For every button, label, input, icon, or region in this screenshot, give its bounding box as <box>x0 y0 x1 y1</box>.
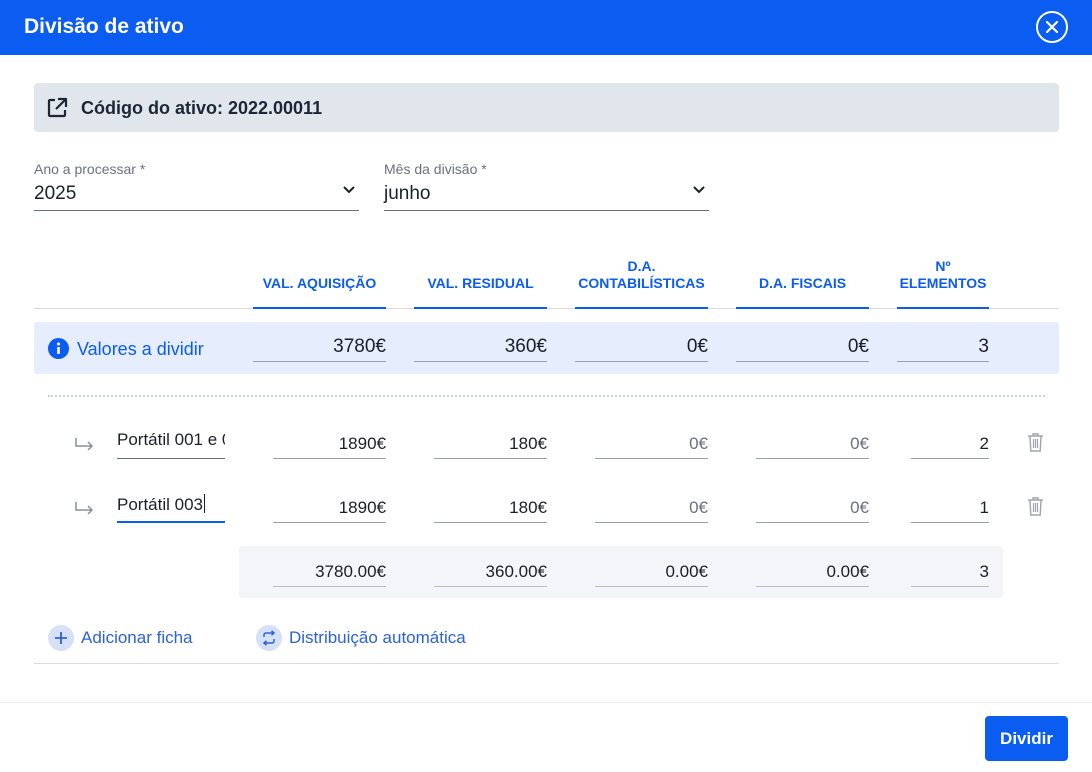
month-select[interactable]: Mês da divisão * junho <box>384 161 709 211</box>
item-accounting-depreciation-input[interactable]: 0€ <box>595 431 708 459</box>
item-accounting-depreciation-input[interactable]: 0€ <box>595 495 708 523</box>
total-residual: 360.00€ <box>434 559 547 587</box>
total-accounting-depreciation: 0.00€ <box>595 559 708 587</box>
item-elements-input[interactable]: 1 <box>911 495 989 523</box>
division-table-header: VAL. AQUISIÇÃO VAL. RESIDUAL D.A. CONTAB… <box>34 247 1059 309</box>
item-name-input[interactable]: Portátil 001 e 0 <box>117 427 225 459</box>
month-select-label: Mês da divisão * <box>384 161 487 177</box>
info-icon <box>48 338 69 359</box>
close-button[interactable] <box>1036 11 1068 43</box>
summary-accounting-depreciation: 0€ <box>575 334 708 362</box>
summary-acquisition-value: 3780€ <box>253 334 386 362</box>
item-fiscal-depreciation-input[interactable]: 0€ <box>756 431 869 459</box>
trash-icon[interactable] <box>1027 496 1044 516</box>
text-caret <box>204 494 205 513</box>
table-row: Portátil 001 e 0 <box>0 427 1092 467</box>
chevron-down-icon <box>343 186 355 194</box>
asset-code-bar: Código do ativo: 2022.00011 <box>34 83 1059 132</box>
add-record-button[interactable]: Adicionar ficha <box>48 625 193 651</box>
totals-row <box>239 546 1003 598</box>
item-acquisition-input[interactable]: 1890€ <box>273 431 386 459</box>
year-select[interactable]: Ano a processar * 2025 <box>34 161 359 211</box>
dialog-header: Divisão de ativo <box>0 0 1092 55</box>
table-actions: Adicionar ficha Distribuição automática <box>34 610 1059 664</box>
asset-code-label: Código do ativo: 2022.00011 <box>81 98 323 118</box>
values-to-divide-label: Valores a dividir <box>77 339 204 359</box>
swap-icon <box>256 625 282 651</box>
chevron-down-icon <box>693 186 705 194</box>
divide-button[interactable]: Dividir <box>985 716 1068 761</box>
plus-icon <box>48 625 74 651</box>
item-name-text: Portátil 003 <box>117 495 203 514</box>
total-fiscal-depreciation: 0.00€ <box>756 559 869 587</box>
col-header-residual: VAL. RESIDUAL <box>414 247 547 309</box>
item-residual-input[interactable]: 180€ <box>434 431 547 459</box>
summary-fiscal-depreciation: 0€ <box>736 334 869 362</box>
year-select-value: 2025 <box>34 183 77 204</box>
summary-residual-value: 360€ <box>414 334 547 362</box>
year-select-label: Ano a processar * <box>34 161 146 177</box>
add-record-label: Adicionar ficha <box>81 628 193 647</box>
col-header-acquisition: VAL. AQUISIÇÃO <box>253 247 386 309</box>
divider <box>48 395 1045 397</box>
dialog-title: Divisão de ativo <box>24 15 184 38</box>
values-to-divide-row: Valores a dividir <box>34 322 1059 374</box>
col-header-elements: Nº ELEMENTOS <box>897 247 989 309</box>
col-header-accounting-depreciation: D.A. CONTABILÍSTICAS <box>575 247 708 309</box>
close-icon <box>1045 20 1059 34</box>
sub-item-arrow-icon <box>75 438 94 451</box>
item-fiscal-depreciation-input[interactable]: 0€ <box>756 495 869 523</box>
dialog-footer <box>0 702 1092 772</box>
sub-item-arrow-icon <box>75 502 94 515</box>
item-acquisition-input[interactable]: 1890€ <box>273 495 386 523</box>
item-elements-input[interactable]: 2 <box>911 431 989 459</box>
auto-distribution-label: Distribuição automática <box>289 628 466 647</box>
table-row: Portátil 003 <box>0 491 1092 531</box>
item-residual-input[interactable]: 180€ <box>434 495 547 523</box>
month-select-value: junho <box>384 183 431 204</box>
total-acquisition: 3780.00€ <box>273 559 386 587</box>
col-header-fiscal-depreciation: D.A. FISCAIS <box>736 247 869 309</box>
item-name-input[interactable]: Portátil 003 <box>117 491 225 523</box>
trash-icon[interactable] <box>1027 432 1044 452</box>
external-link-icon[interactable] <box>45 96 69 120</box>
auto-distribution-button[interactable]: Distribuição automática <box>256 625 466 651</box>
summary-elements: 3 <box>897 334 989 362</box>
total-elements: 3 <box>911 559 989 587</box>
